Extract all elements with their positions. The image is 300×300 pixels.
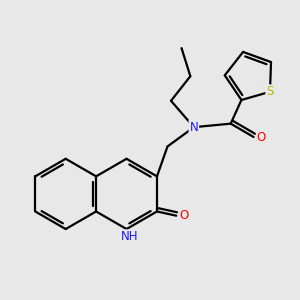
Text: N: N (190, 121, 198, 134)
Text: S: S (266, 85, 274, 98)
Text: O: O (179, 209, 189, 222)
Text: O: O (257, 130, 266, 143)
Text: NH: NH (121, 230, 138, 243)
